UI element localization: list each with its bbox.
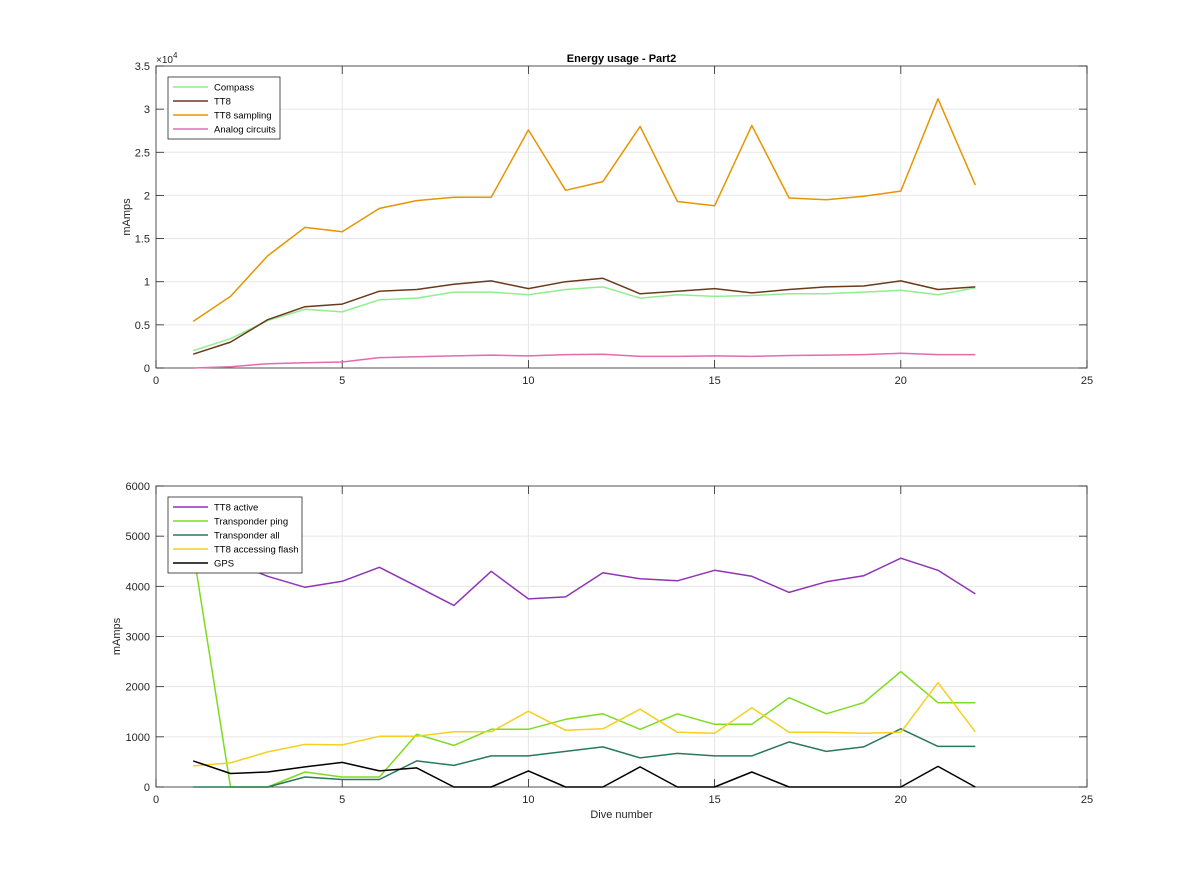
series-line-gps <box>192 760 976 788</box>
y-tick-label: 1.5 <box>135 234 150 246</box>
legend-entry: TT8 sampling <box>214 111 272 122</box>
series-line-tt8-sampling <box>192 98 976 323</box>
x-tick-label: 15 <box>708 794 720 806</box>
plot-area <box>156 66 1087 368</box>
y-tick-label: 2000 <box>126 682 150 694</box>
x-tick-label: 10 <box>522 375 534 387</box>
y-tick-label: 5000 <box>126 531 150 543</box>
y-tick-label: 3 <box>144 104 150 116</box>
y-tick-label: 4000 <box>126 581 150 593</box>
x-tick-label: 0 <box>153 375 159 387</box>
y-axis-label: mAmps <box>121 198 133 236</box>
legend-entry: Transponder all <box>214 531 280 542</box>
series-line-compass <box>192 286 976 352</box>
x-tick-label: 5 <box>339 375 345 387</box>
series-line-analog-circuits <box>193 352 976 369</box>
chart-title: Energy usage - Part2 <box>567 53 676 65</box>
legend-entry: Transponder ping <box>214 517 288 528</box>
legend-entry: Analog circuits <box>214 125 276 136</box>
y-exponent-label: ×104 <box>156 51 178 66</box>
axes-box <box>155 65 1088 369</box>
y-tick-label: 3000 <box>126 632 150 644</box>
bottom-chart: 0 5 10 15 20 25 0 1000 2000 3000 4000 5000 6000 mAmps… <box>111 481 1093 821</box>
x-tick-label: 10 <box>522 794 534 806</box>
y-tick-label: 3.5 <box>135 61 150 73</box>
x-tick-label: 15 <box>708 375 720 387</box>
x-tick-label: 25 <box>1081 375 1093 387</box>
x-tick-label: 0 <box>153 794 159 806</box>
series-line-transponder-all <box>193 728 976 788</box>
x-tick-label: 20 <box>895 794 907 806</box>
legend-entry: Compass <box>214 83 254 94</box>
series-line-transponder-ping <box>192 551 976 788</box>
x-tick-label: 20 <box>895 375 907 387</box>
y-tick-label: 0 <box>144 363 150 375</box>
y-tick-label: 1 <box>144 277 150 289</box>
legend-entry: GPS <box>214 559 234 570</box>
y-tick-label: 6000 <box>126 481 150 493</box>
legend-entry: TT8 accessing flash <box>214 545 298 556</box>
x-tick-label: 25 <box>1081 794 1093 806</box>
y-tick-label: 0 <box>144 782 150 794</box>
series-line-tt8-active <box>192 540 976 607</box>
y-tick-label: 0.5 <box>135 320 150 332</box>
legend-entry: TT8 <box>214 97 231 108</box>
y-axis-label: mAmps <box>111 617 123 655</box>
y-tick-label: 1000 <box>126 732 150 744</box>
series-line-tt8-accessing-flash <box>193 681 976 767</box>
x-tick-label: 5 <box>339 794 345 806</box>
series-line-tt8 <box>192 277 976 355</box>
top-chart: 0 5 10 15 20 25 0 0.5 1 1.5 2 2.5 3 3.5 ×104 Energy usa… <box>121 51 1093 387</box>
y-tick-label: 2.5 <box>135 147 150 159</box>
y-tick-label: 2 <box>144 190 150 202</box>
legend-entry: TT8 active <box>214 503 258 514</box>
x-axis-label: Dive number <box>590 809 653 821</box>
